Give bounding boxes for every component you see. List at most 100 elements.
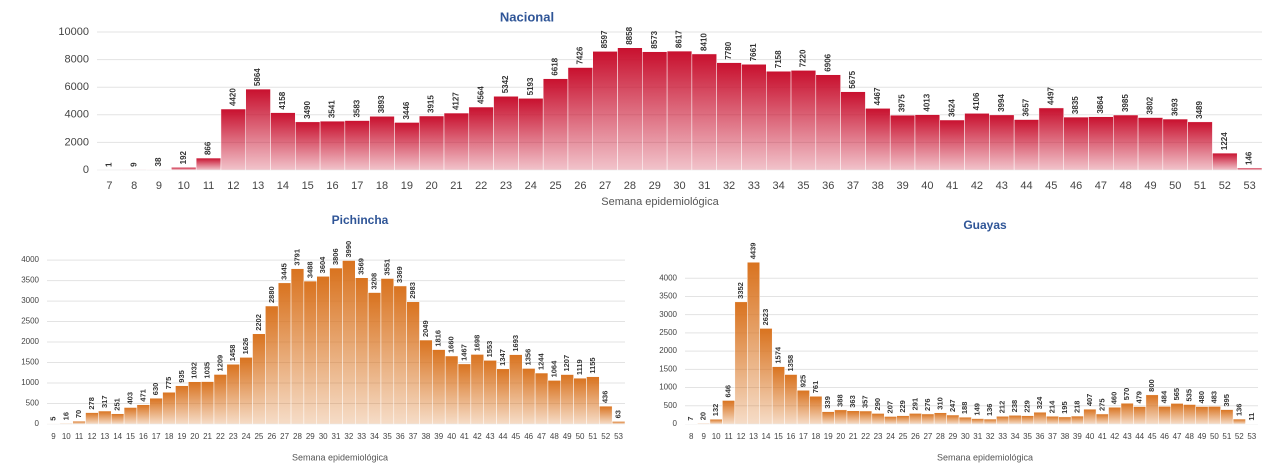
- bar: [265, 305, 279, 425]
- bar: [1113, 114, 1139, 171]
- x-tick-label: 47: [1095, 180, 1107, 192]
- bar: [617, 47, 643, 171]
- x-tick-label: 45: [1045, 180, 1057, 192]
- bar: [1183, 404, 1196, 425]
- x-tick-label: 9: [51, 432, 56, 441]
- x-tick-label: 34: [773, 180, 785, 192]
- data-label: 291: [910, 398, 919, 411]
- data-label: 9: [129, 162, 138, 167]
- data-label: 570: [1122, 388, 1131, 401]
- x-tick-label: 8: [689, 432, 694, 441]
- bar: [840, 91, 866, 171]
- x-tick-label: 28: [936, 432, 945, 441]
- data-label: 3985: [1121, 94, 1130, 112]
- bar: [443, 112, 470, 171]
- x-tick-label: 44: [1020, 180, 1032, 192]
- x-tick-label: 35: [797, 180, 809, 192]
- y-tick-label: 4000: [659, 273, 677, 282]
- x-tick-label: 20: [426, 180, 438, 192]
- x-tick-label: 41: [1098, 432, 1107, 441]
- data-label: 3864: [1096, 95, 1105, 113]
- data-label: 1356: [524, 349, 533, 366]
- x-tick-label: 22: [216, 432, 225, 441]
- data-label: 2049: [421, 320, 430, 337]
- bar: [611, 421, 626, 425]
- data-label: 214: [1047, 400, 1056, 413]
- x-tick-label: 47: [1173, 432, 1182, 441]
- bar: [716, 62, 742, 171]
- x-tick-label: 34: [370, 432, 379, 441]
- data-label: 388: [836, 394, 845, 407]
- x-tick-label: 39: [434, 432, 443, 441]
- data-label: 775: [164, 377, 173, 390]
- x-tick-label: 19: [177, 432, 186, 441]
- x-tick-label: 42: [1110, 432, 1119, 441]
- x-tick-label: 45: [1148, 432, 1157, 441]
- data-label: 229: [898, 400, 907, 413]
- x-tick-label: 10: [712, 432, 721, 441]
- bar: [342, 260, 356, 425]
- bar: [1008, 415, 1022, 425]
- y-tick-label: 2500: [21, 317, 39, 326]
- x-tick-label: 40: [1085, 432, 1094, 441]
- data-label: 238: [1010, 400, 1019, 413]
- x-tick-label: 27: [280, 432, 289, 441]
- bar: [493, 96, 519, 171]
- x-tick-label: 31: [698, 180, 710, 192]
- x-tick-label: 30: [319, 432, 328, 441]
- bar: [149, 397, 163, 425]
- x-tick-label: 49: [563, 432, 572, 441]
- x-tick-label: 7: [106, 180, 112, 192]
- y-tick-label: 4000: [65, 109, 89, 121]
- data-label: 2202: [254, 314, 263, 331]
- bar: [239, 357, 253, 425]
- x-tick-label: 30: [961, 432, 970, 441]
- x-tick-label: 8: [131, 180, 137, 192]
- x-axis-label: Semana epidemiológica: [937, 452, 1033, 462]
- x-tick-label: 37: [847, 180, 859, 192]
- data-label: 484: [1160, 390, 1169, 403]
- x-tick-label: 24: [886, 432, 895, 441]
- data-label: 7661: [749, 43, 758, 61]
- data-label: 1358: [786, 355, 795, 372]
- bar: [1170, 403, 1184, 425]
- x-tick-label: 43: [996, 180, 1008, 192]
- data-label: 70: [74, 410, 83, 418]
- x-tick-label: 17: [799, 432, 808, 441]
- y-tick-label: 6000: [65, 81, 89, 93]
- data-label: 4420: [228, 88, 237, 106]
- x-tick-label: 33: [748, 180, 760, 192]
- chart-title: Guayas: [963, 218, 1007, 232]
- bar: [567, 67, 593, 171]
- data-label: 136: [1234, 404, 1243, 417]
- x-tick-label: 49: [1144, 180, 1156, 192]
- data-label: 136: [985, 404, 994, 417]
- data-label: 4564: [476, 86, 485, 104]
- data-label: 479: [1135, 391, 1144, 404]
- x-tick-label: 35: [383, 432, 392, 441]
- bar: [884, 416, 898, 425]
- x-tick-label: 33: [998, 432, 1007, 441]
- x-tick-label: 42: [473, 432, 482, 441]
- x-tick-label: 29: [948, 432, 957, 441]
- data-label: 4439: [748, 243, 757, 260]
- bar: [136, 404, 151, 425]
- x-tick-label: 21: [450, 180, 462, 192]
- bar: [914, 114, 941, 171]
- bar: [691, 53, 717, 171]
- data-label: 1155: [588, 357, 597, 373]
- data-label: 7426: [575, 46, 584, 64]
- x-tick-label: 22: [475, 180, 487, 192]
- bar: [1070, 415, 1084, 425]
- y-tick-label: 8000: [65, 54, 89, 66]
- x-tick-label: 52: [1219, 180, 1231, 192]
- bar: [946, 414, 960, 425]
- bar: [908, 413, 922, 425]
- x-tick-label: 28: [293, 432, 302, 441]
- bar: [195, 157, 222, 171]
- x-tick-label: 21: [203, 432, 212, 441]
- x-tick-label: 28: [624, 180, 636, 192]
- data-label: 212: [998, 401, 1007, 414]
- bar: [1083, 408, 1097, 425]
- y-tick-label: 2000: [65, 136, 89, 148]
